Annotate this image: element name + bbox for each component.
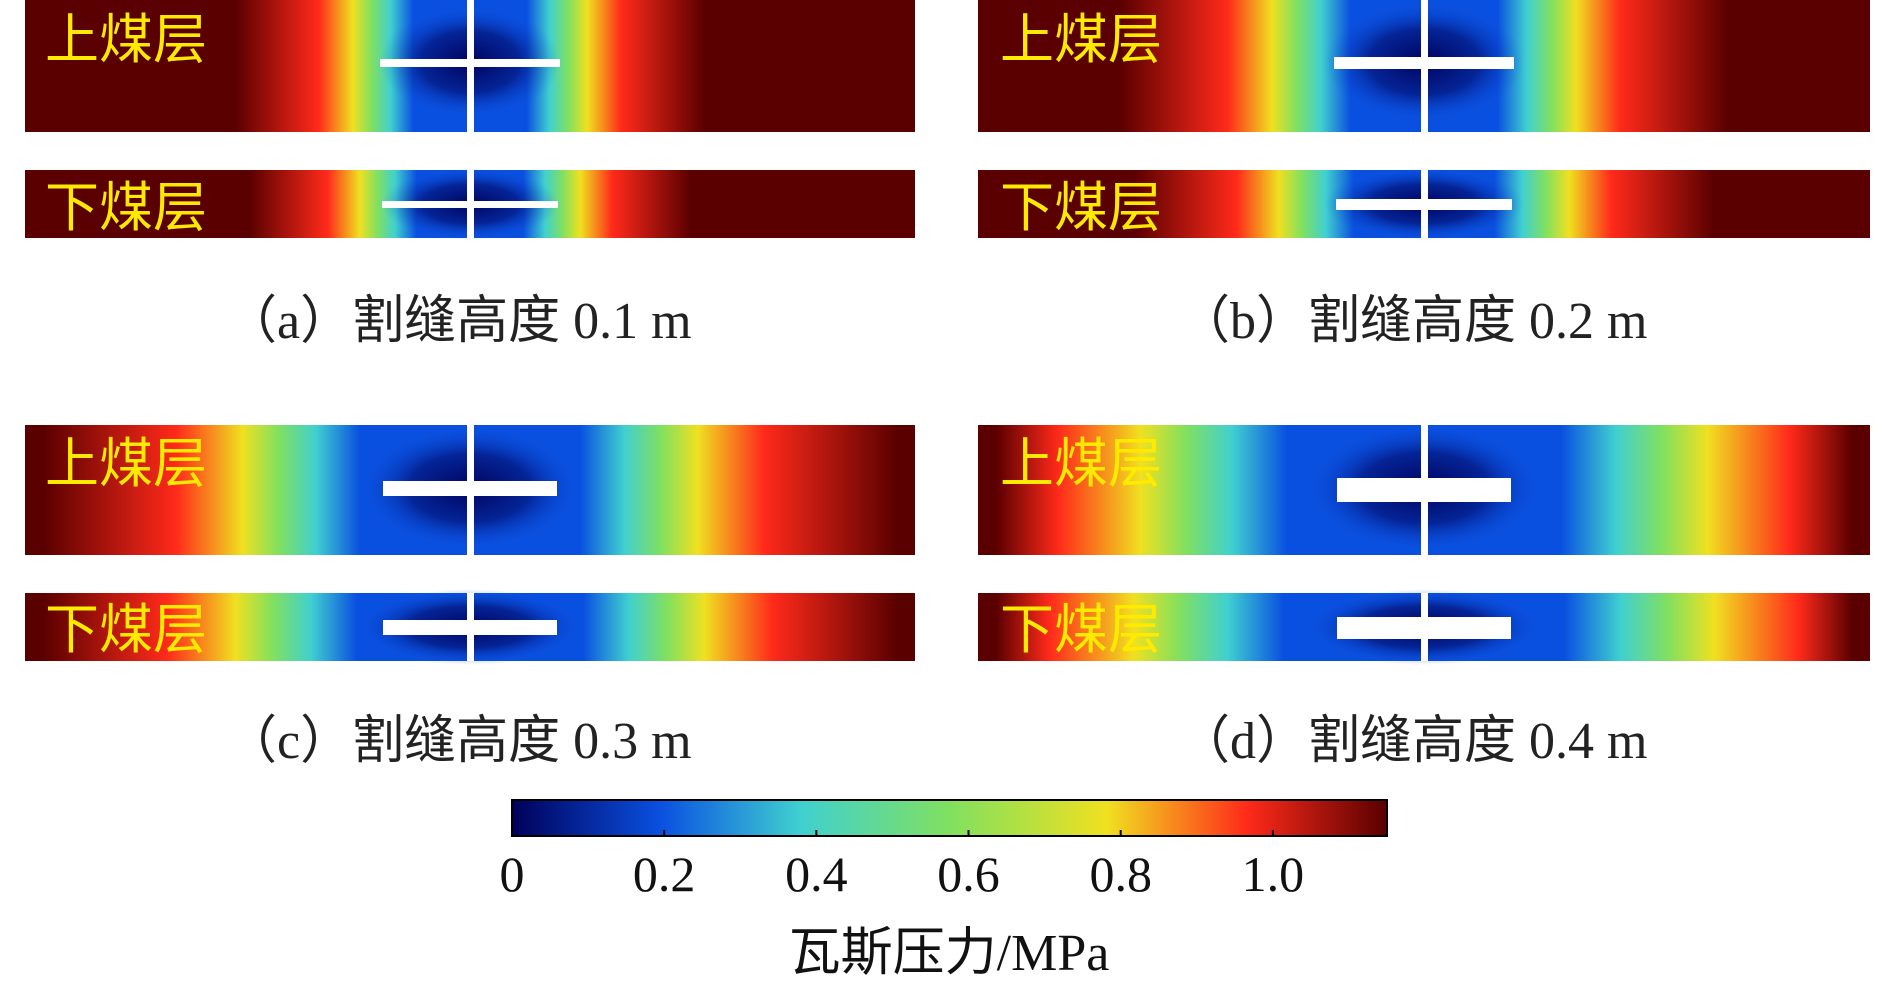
- colorbar-tick-label: 0: [500, 846, 525, 902]
- panel-d-lower-borehole: [1421, 593, 1428, 661]
- panel-b-lower-seam: 下煤层: [978, 168, 1870, 240]
- panel-a-caption: （a）割缝高度 0.1 m: [225, 293, 692, 350]
- panel-c-lower-seam: 下煤层: [25, 589, 915, 665]
- colorbar-title: 瓦斯压力/MPa: [789, 925, 1110, 982]
- panel-c-upper-borehole: [467, 425, 474, 555]
- panel-c-upper-seam: 上煤层: [25, 425, 915, 555]
- panel-d: 上煤层 下煤层 （d）割缝高度 0.4 m: [978, 424, 1870, 770]
- panel-d-lower-seam: 下煤层: [978, 589, 1870, 665]
- colorbar-gradient: [511, 799, 1388, 837]
- panel-a-lower-label: 下煤层: [45, 176, 207, 239]
- colorbar-tick-label: 0.2: [633, 846, 696, 902]
- panel-d-upper-borehole: [1421, 425, 1428, 555]
- panel-a-upper-label: 上煤层: [45, 8, 207, 71]
- panel-b-lower-borehole: [1421, 170, 1428, 238]
- colorbar: 0 0.2 0.4 0.6 0.8 1.0 瓦斯压力/MPa: [500, 799, 1388, 982]
- panel-d-lower-label: 下煤层: [1000, 598, 1162, 661]
- panel-b-lower-label: 下煤层: [1000, 176, 1162, 239]
- colorbar-tick-label: 1.0: [1242, 846, 1305, 902]
- panel-b-upper-borehole: [1421, 0, 1428, 132]
- panel-a-lower-seam: 下煤层: [25, 168, 915, 240]
- panel-c-caption: （c）割缝高度 0.3 m: [225, 713, 692, 770]
- panel-b-caption: （b）割缝高度 0.2 m: [1178, 293, 1647, 350]
- panel-a-lower-borehole: [467, 170, 474, 238]
- panel-d-caption: （d）割缝高度 0.4 m: [1178, 713, 1647, 770]
- panel-b-upper-label: 上煤层: [1000, 8, 1162, 71]
- panel-a: 上煤层 下煤层 （a）割缝高度 0.1 m: [25, 0, 915, 350]
- colorbar-tick-label: 0.8: [1089, 846, 1152, 902]
- panel-a-upper-borehole: [467, 0, 474, 132]
- panel-c-upper-label: 上煤层: [45, 432, 207, 495]
- panel-c: 上煤层 下煤层 （c）割缝高度 0.3 m: [25, 425, 915, 770]
- panel-c-lower-label: 下煤层: [45, 598, 207, 661]
- colorbar-tick-label: 0.4: [785, 846, 848, 902]
- colorbar-ticks: 0 0.2 0.4 0.6 0.8 1.0: [500, 830, 1305, 902]
- panel-b-upper-seam: 上煤层: [978, 0, 1870, 132]
- panel-b: 上煤层 下煤层 （b）割缝高度 0.2 m: [978, 0, 1870, 350]
- panel-a-upper-seam: 上煤层: [25, 0, 915, 132]
- panel-c-lower-borehole: [467, 593, 474, 661]
- panel-d-upper-label: 上煤层: [1000, 432, 1162, 495]
- panel-d-upper-seam: 上煤层: [978, 424, 1870, 555]
- colorbar-tick-label: 0.6: [937, 846, 1000, 902]
